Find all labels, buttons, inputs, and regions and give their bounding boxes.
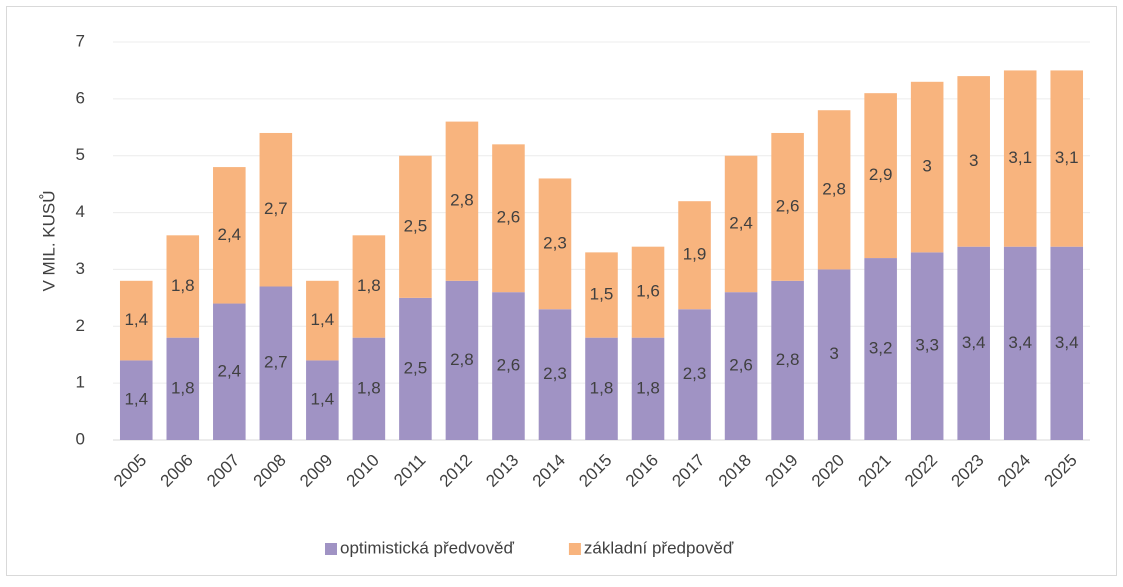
legend-swatch xyxy=(325,543,337,555)
bar-segment xyxy=(166,337,200,440)
data-label: 1,8 xyxy=(171,378,195,397)
bar-segment xyxy=(1003,70,1037,247)
bar-segment xyxy=(1003,246,1037,440)
bar-segment xyxy=(910,81,944,253)
bar-segment xyxy=(445,121,479,281)
bar-segment xyxy=(538,178,572,310)
bar-segment xyxy=(1050,70,1084,247)
bar-segment xyxy=(864,258,897,440)
data-label: 1,4 xyxy=(311,310,335,329)
data-label: 2,8 xyxy=(776,350,800,369)
data-label: 2,6 xyxy=(497,208,521,227)
data-label: 3,4 xyxy=(1055,333,1079,352)
bar-segment xyxy=(864,93,897,259)
data-label: 1,4 xyxy=(124,390,148,409)
y-tick-label: 1 xyxy=(76,373,85,392)
bar-segment xyxy=(771,132,804,281)
y-tick-label: 4 xyxy=(76,202,85,221)
bar-segment xyxy=(213,167,246,304)
data-label: 2,9 xyxy=(869,165,893,184)
data-label: 3,4 xyxy=(962,333,986,352)
bar-segment xyxy=(259,132,293,287)
y-tick-label: 6 xyxy=(76,88,85,107)
data-label: 2,8 xyxy=(450,350,474,369)
data-label: 3 xyxy=(829,344,838,363)
data-label: 1,8 xyxy=(357,276,381,295)
data-label: 2,7 xyxy=(264,199,288,218)
data-label: 2,3 xyxy=(543,364,567,383)
bar-segment xyxy=(352,235,386,338)
data-label: 3,1 xyxy=(1008,148,1032,167)
data-label: 1,8 xyxy=(357,378,381,397)
data-label: 2,4 xyxy=(729,213,753,232)
data-label: 1,8 xyxy=(590,378,614,397)
data-label: 2,3 xyxy=(543,233,567,252)
bar-segment xyxy=(631,337,665,440)
bar-segment xyxy=(817,110,851,270)
data-label: 2,7 xyxy=(264,353,288,372)
bar-segment xyxy=(492,144,525,293)
data-label: 1,8 xyxy=(636,378,660,397)
legend-label: optimistická předvověď xyxy=(340,538,514,557)
data-label: 3,3 xyxy=(915,336,939,355)
bar-segment xyxy=(399,155,432,298)
bar-segment xyxy=(119,280,153,361)
bar-segment xyxy=(166,235,200,338)
data-label: 2,5 xyxy=(404,358,428,377)
bar-segment xyxy=(771,280,804,440)
data-label: 1,4 xyxy=(124,310,148,329)
bar-segment xyxy=(306,360,339,440)
bar-segment xyxy=(213,303,246,440)
bar-segment xyxy=(445,280,479,440)
y-tick-label: 2 xyxy=(76,316,85,335)
bar-segment xyxy=(538,309,572,440)
data-label: 2,3 xyxy=(683,364,707,383)
bar-segment xyxy=(817,269,851,440)
bar-segment xyxy=(1050,246,1084,440)
y-tick-label: 0 xyxy=(76,429,85,448)
bar-segment xyxy=(724,292,758,440)
bar-segment xyxy=(678,201,711,310)
data-label: 3,2 xyxy=(869,339,893,358)
data-label: 2,5 xyxy=(404,216,428,235)
bar-segment xyxy=(631,246,665,338)
bar-segment xyxy=(119,360,153,440)
legend-swatch xyxy=(568,543,581,555)
data-label: 2,4 xyxy=(217,361,241,380)
bar-segment xyxy=(259,286,293,440)
data-label: 2,8 xyxy=(450,191,474,210)
bar-segment xyxy=(957,246,990,440)
data-label: 2,6 xyxy=(776,196,800,215)
data-label: 3,4 xyxy=(1008,333,1032,352)
data-label: 1,8 xyxy=(171,276,195,295)
bar-segment xyxy=(585,252,618,338)
data-label: 3,1 xyxy=(1055,148,1079,167)
y-tick-label: 5 xyxy=(76,145,85,164)
data-label: 2,6 xyxy=(497,356,521,375)
data-label: 1,9 xyxy=(683,245,707,264)
data-label: 3 xyxy=(922,157,931,176)
bar-segment xyxy=(492,292,525,440)
data-label: 1,6 xyxy=(636,282,660,301)
bar-segment xyxy=(957,76,990,247)
bar-segment xyxy=(352,337,386,440)
bar-segment xyxy=(724,155,758,293)
y-tick-label: 7 xyxy=(76,31,85,50)
data-label: 1,4 xyxy=(311,390,335,409)
bar-segment xyxy=(910,252,944,440)
data-label: 1,5 xyxy=(590,284,614,303)
bar-segment xyxy=(399,297,432,440)
bar-segment xyxy=(585,337,618,440)
data-label: 2,4 xyxy=(217,225,241,244)
y-tick-label: 3 xyxy=(76,259,85,278)
y-axis-label: V MIL. KUSŮ xyxy=(39,190,58,291)
data-label: 3 xyxy=(969,151,978,170)
bar-segment xyxy=(678,309,711,440)
data-label: 2,6 xyxy=(729,356,753,375)
legend-label: základní předpověď xyxy=(584,538,734,557)
bar-segment xyxy=(306,280,339,361)
data-label: 2,8 xyxy=(822,179,846,198)
